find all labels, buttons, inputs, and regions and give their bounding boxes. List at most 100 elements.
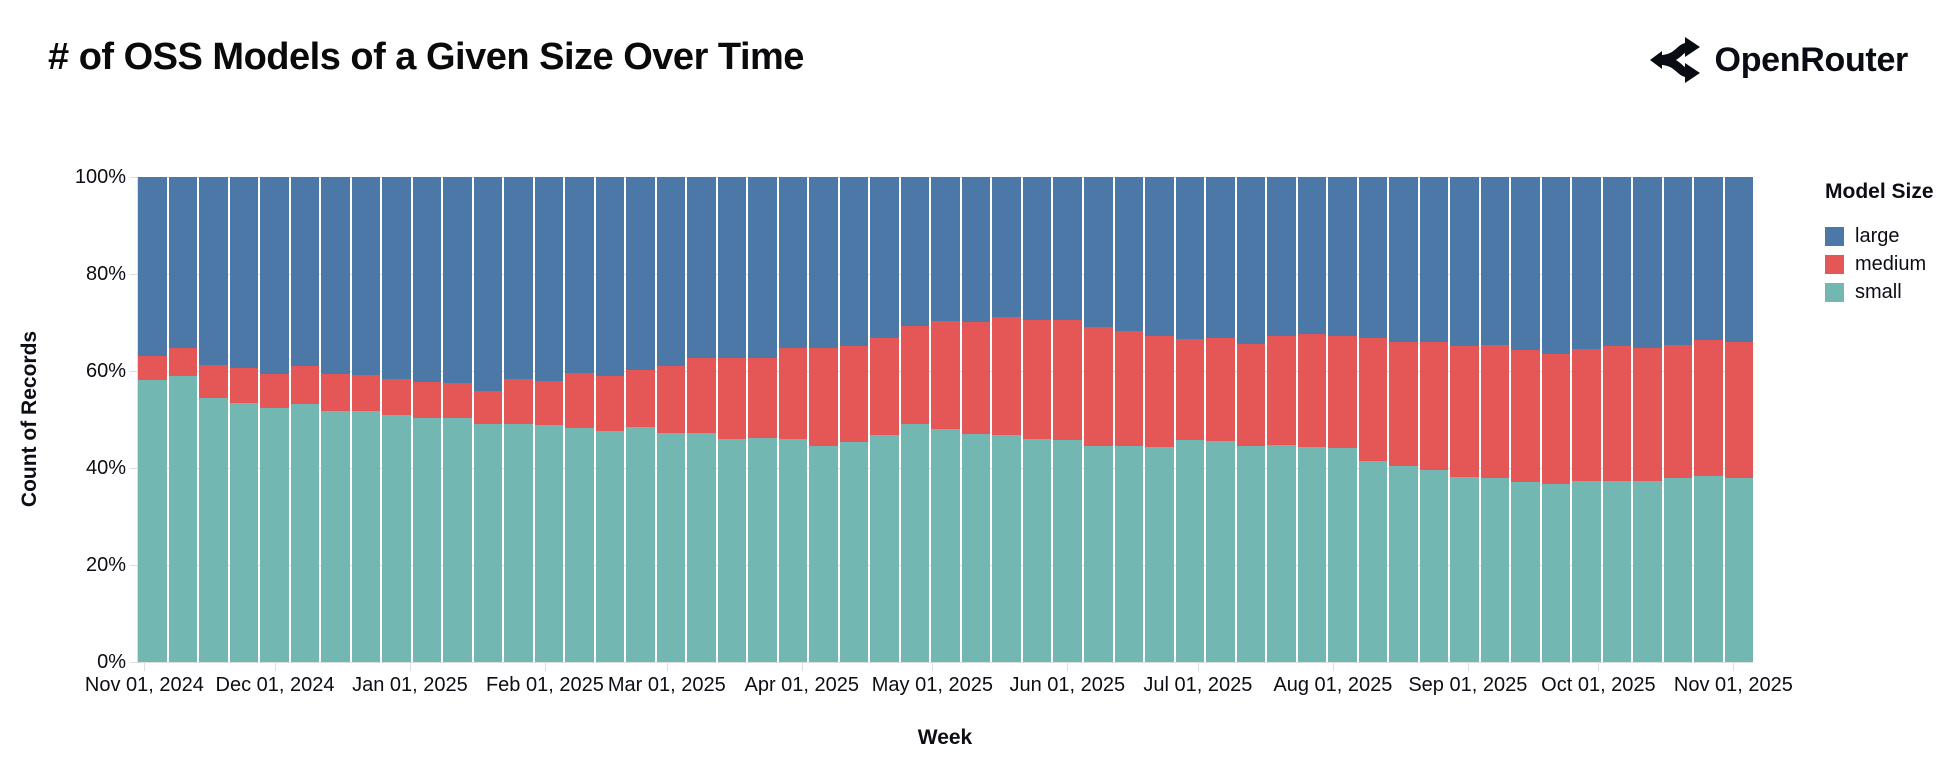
plot-area xyxy=(138,177,1754,663)
bar-week-31[interactable] xyxy=(1083,177,1113,662)
bar-week-44[interactable] xyxy=(1480,177,1510,662)
segment-small xyxy=(351,411,381,662)
segment-large xyxy=(656,177,686,366)
bar-week-34[interactable] xyxy=(1175,177,1205,662)
segment-medium xyxy=(992,317,1021,436)
segment-large xyxy=(1236,177,1266,344)
bar-week-39[interactable] xyxy=(1328,177,1357,662)
bar-week-13[interactable] xyxy=(534,177,564,662)
bar-week-42[interactable] xyxy=(1419,177,1449,662)
bar-week-5[interactable] xyxy=(290,177,320,662)
segment-large xyxy=(382,177,411,379)
segment-small xyxy=(687,432,716,662)
segment-small xyxy=(900,424,930,662)
bar-week-14[interactable] xyxy=(565,177,594,662)
bar-week-4[interactable] xyxy=(260,177,289,662)
x-tick-label: Apr 01, 2025 xyxy=(744,674,860,696)
segment-medium xyxy=(1694,340,1723,477)
bar-week-43[interactable] xyxy=(1450,177,1479,662)
bar-week-24[interactable] xyxy=(870,177,899,662)
bar-week-16[interactable] xyxy=(626,177,655,662)
segment-small xyxy=(1633,480,1662,662)
y-tick-label-40: 40% xyxy=(85,457,126,479)
chart-title: # of OSS Models of a Given Size Over Tim… xyxy=(48,36,804,78)
x-tick-mark xyxy=(932,663,934,671)
segment-large xyxy=(1724,177,1754,343)
bar-week-12[interactable] xyxy=(504,177,533,662)
bar-week-6[interactable] xyxy=(321,177,350,662)
bar-week-25[interactable] xyxy=(900,177,930,662)
x-tick-mark xyxy=(1332,663,1334,671)
segment-medium xyxy=(1663,344,1693,478)
segment-large xyxy=(992,177,1021,318)
segment-small xyxy=(1083,446,1113,662)
x-tick-label: Sep 01, 2025 xyxy=(1408,674,1528,696)
segment-medium xyxy=(1541,353,1571,485)
segment-large xyxy=(1450,177,1479,346)
bar-week-29[interactable] xyxy=(1022,177,1052,662)
segment-large xyxy=(748,177,777,358)
bar-week-51[interactable] xyxy=(1694,177,1723,662)
bar-week-40[interactable] xyxy=(1358,177,1388,662)
segment-large xyxy=(1633,177,1662,349)
segment-medium xyxy=(778,348,808,440)
bar-week-30[interactable] xyxy=(1053,177,1082,662)
bar-week-38[interactable] xyxy=(1297,177,1327,662)
segment-large xyxy=(1663,177,1693,345)
y-tick-mark xyxy=(130,468,137,469)
segment-small xyxy=(1724,477,1754,662)
bar-week-1[interactable] xyxy=(168,177,198,662)
segment-medium xyxy=(260,374,289,408)
bar-week-32[interactable] xyxy=(1114,177,1144,662)
bar-week-22[interactable] xyxy=(809,177,838,662)
bar-week-9[interactable] xyxy=(412,177,442,662)
segment-medium xyxy=(1297,333,1327,448)
bar-week-35[interactable] xyxy=(1206,177,1235,662)
bar-week-27[interactable] xyxy=(961,177,991,662)
segment-large xyxy=(290,177,320,367)
segment-large xyxy=(534,177,564,382)
bar-week-7[interactable] xyxy=(351,177,381,662)
bar-week-15[interactable] xyxy=(595,177,625,662)
bar-week-49[interactable] xyxy=(1633,177,1662,662)
bar-week-36[interactable] xyxy=(1236,177,1266,662)
bar-week-45[interactable] xyxy=(1511,177,1540,662)
y-tick-mark xyxy=(130,565,137,566)
x-tick-mark xyxy=(144,663,146,671)
bar-week-2[interactable] xyxy=(199,177,228,662)
segment-medium xyxy=(351,375,381,412)
bar-week-19[interactable] xyxy=(717,177,747,662)
segment-small xyxy=(1389,465,1418,662)
bar-week-28[interactable] xyxy=(992,177,1021,662)
bar-week-21[interactable] xyxy=(778,177,808,662)
bar-week-8[interactable] xyxy=(382,177,411,662)
bar-week-33[interactable] xyxy=(1145,177,1174,662)
bar-week-3[interactable] xyxy=(229,177,259,662)
segment-medium xyxy=(1511,349,1540,482)
bar-week-17[interactable] xyxy=(656,177,686,662)
bar-week-37[interactable] xyxy=(1267,177,1296,662)
segment-large xyxy=(1145,177,1174,336)
bar-week-10[interactable] xyxy=(443,177,472,662)
segment-medium xyxy=(687,357,716,433)
y-tick-mark xyxy=(130,662,137,663)
segment-small xyxy=(839,442,869,662)
bar-week-52[interactable] xyxy=(1724,177,1754,662)
segment-large xyxy=(443,177,472,384)
bar-week-46[interactable] xyxy=(1541,177,1571,662)
bar-week-41[interactable] xyxy=(1389,177,1418,662)
segment-small xyxy=(1236,446,1266,662)
bar-week-47[interactable] xyxy=(1572,177,1601,662)
bar-week-0[interactable] xyxy=(138,177,167,662)
bar-week-23[interactable] xyxy=(839,177,869,662)
bar-week-48[interactable] xyxy=(1602,177,1632,662)
y-tick-label-20: 20% xyxy=(85,554,126,576)
bar-week-18[interactable] xyxy=(687,177,716,662)
legend-swatch-medium xyxy=(1825,254,1844,274)
bar-week-26[interactable] xyxy=(931,177,960,662)
bar-week-50[interactable] xyxy=(1663,177,1693,662)
segment-small xyxy=(1114,445,1144,662)
legend-items: large medium small xyxy=(1825,222,1934,306)
bar-week-11[interactable] xyxy=(473,177,503,662)
bar-week-20[interactable] xyxy=(748,177,777,662)
